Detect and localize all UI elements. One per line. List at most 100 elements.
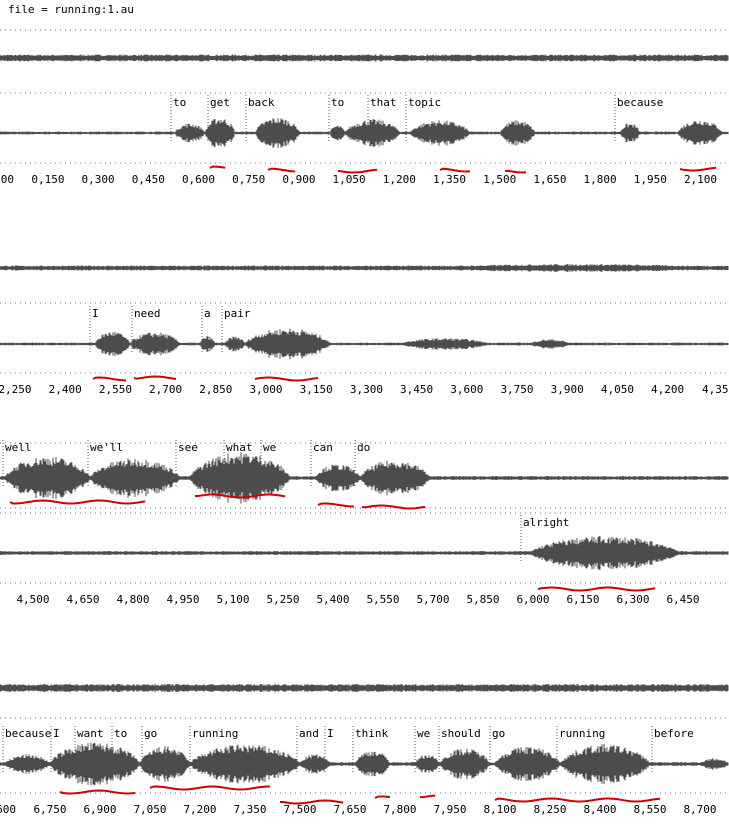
waveform — [0, 536, 729, 570]
time-tick-label: 2,700 — [149, 383, 182, 396]
pitch-track — [133, 375, 177, 380]
word-label: running — [559, 727, 605, 740]
time-tick-label: 5,700 — [416, 593, 449, 606]
pitch-track — [195, 493, 286, 499]
time-tick-label: 7,350 — [233, 803, 266, 816]
time-tick-label: 1,200 — [383, 173, 416, 186]
time-tick-label: 600 — [0, 803, 16, 816]
time-tick-label: 5,250 — [266, 593, 299, 606]
time-tick-label: 6,450 — [666, 593, 699, 606]
time-tick-label: 3,300 — [350, 383, 383, 396]
time-tick-label: 2,250 — [0, 383, 32, 396]
time-tick-label: 1,500 — [483, 173, 516, 186]
time-tick-label: 7,200 — [183, 803, 216, 816]
pitch-track — [254, 376, 319, 382]
time-tick-label: 1,350 — [433, 173, 466, 186]
time-tick-label: 3,000 — [249, 383, 282, 396]
time-tick-label: 3,450 — [400, 383, 433, 396]
word-label: back — [248, 96, 275, 109]
time-tick-label: 5,850 — [466, 593, 499, 606]
time-tick-label: 2,100 — [684, 173, 717, 186]
word-label: I — [53, 727, 60, 740]
waveform — [0, 742, 729, 786]
pitch-track — [9, 499, 146, 505]
word-label: because — [5, 727, 51, 740]
time-tick-label: 4,35 — [702, 383, 729, 396]
waveform — [0, 54, 729, 62]
time-tick-label: 6,300 — [616, 593, 649, 606]
word-label: get — [210, 96, 230, 109]
time-tick-label: 3,900 — [551, 383, 584, 396]
word-label: go — [492, 727, 505, 740]
word-label: need — [134, 307, 161, 320]
time-tick-label: 8,400 — [583, 803, 616, 816]
time-tick-label: 6,900 — [83, 803, 116, 816]
time-tick-label: 1,050 — [333, 173, 366, 186]
word-label: alright — [523, 516, 569, 529]
time-tick-label: 0,300 — [82, 173, 115, 186]
pitch-track — [494, 797, 661, 803]
word-label: should — [441, 727, 481, 740]
pitch-track — [92, 376, 127, 382]
time-tick-label: 6,000 — [516, 593, 549, 606]
waveform — [0, 264, 729, 272]
word-label: to — [331, 96, 344, 109]
pitch-track — [337, 168, 378, 174]
time-tick-label: 3,150 — [300, 383, 333, 396]
word-label: do — [357, 441, 370, 454]
time-tick-label: 1,650 — [533, 173, 566, 186]
word-label: and — [299, 727, 319, 740]
pitch-track — [361, 504, 426, 510]
time-tick-label: 7,650 — [333, 803, 366, 816]
pitch-track — [280, 799, 344, 805]
time-tick-label: 000 — [0, 173, 14, 186]
time-tick-label: 3,750 — [500, 383, 533, 396]
time-tick-label: 1,950 — [634, 173, 667, 186]
time-tick-label: 0,750 — [232, 173, 265, 186]
word-label: to — [173, 96, 186, 109]
word-label: what — [226, 441, 253, 454]
word-label: pair — [224, 307, 251, 320]
time-tick-label: 4,800 — [116, 593, 149, 606]
pitch-track — [439, 167, 471, 173]
time-tick-label: 2,550 — [99, 383, 132, 396]
time-tick-label: 6,150 — [566, 593, 599, 606]
waveform — [0, 328, 729, 360]
time-tick-label: 8,100 — [483, 803, 516, 816]
waveform — [0, 684, 729, 692]
word-label: see — [178, 441, 198, 454]
word-label: because — [617, 96, 663, 109]
time-tick-label: 2,400 — [49, 383, 82, 396]
word-label: I — [327, 727, 334, 740]
time-tick-label: 3,600 — [450, 383, 483, 396]
time-tick-label: 7,800 — [383, 803, 416, 816]
time-tick-label: 8,700 — [683, 803, 716, 816]
time-tick-label: 5,100 — [216, 593, 249, 606]
time-tick-label: 2,850 — [199, 383, 232, 396]
time-tick-label: 0,600 — [182, 173, 215, 186]
time-tick-label: 4,050 — [601, 383, 634, 396]
word-label: we'll — [90, 441, 123, 454]
pitch-track — [59, 789, 136, 795]
word-label: before — [654, 727, 694, 740]
time-tick-label: 7,050 — [133, 803, 166, 816]
word-label: that — [370, 96, 397, 109]
waveform — [0, 452, 729, 504]
word-label: I — [92, 307, 99, 320]
waveform — [0, 118, 729, 148]
word-label: topic — [408, 96, 441, 109]
word-label: go — [144, 727, 157, 740]
word-label: a — [204, 307, 211, 320]
time-tick-label: 8,250 — [533, 803, 566, 816]
pitch-track — [374, 795, 391, 799]
time-tick-label: 0,150 — [31, 173, 64, 186]
word-label: to — [114, 727, 127, 740]
time-tick-label: 6,750 — [33, 803, 66, 816]
word-label: running — [192, 727, 238, 740]
time-tick-label: 7,500 — [283, 803, 316, 816]
time-tick-label: 8,550 — [633, 803, 666, 816]
time-tick-label: 7,950 — [433, 803, 466, 816]
word-label: want — [77, 727, 104, 740]
word-label: well — [5, 441, 32, 454]
time-tick-label: 4,950 — [166, 593, 199, 606]
